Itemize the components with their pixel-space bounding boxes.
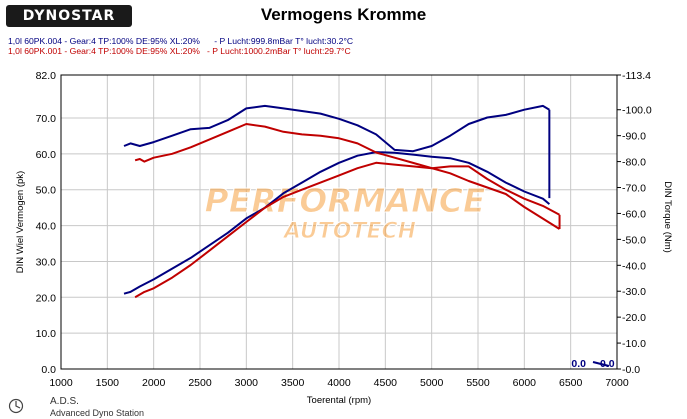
- x-tick-label: 2000: [142, 377, 166, 389]
- run-2-info: 1,0l 60PK.001 - Gear:4 TP:100% DE:95% XL…: [8, 46, 351, 56]
- x-tick-label: 2500: [188, 377, 212, 389]
- x-tick-label: 5000: [420, 377, 444, 389]
- y-tick-label: 50.0: [36, 185, 57, 197]
- series-line-1: [123, 151, 551, 295]
- y-right-tick-label: -70.0: [622, 183, 646, 195]
- watermark-logo: PERFORMANCE AUTOTECH: [204, 181, 486, 245]
- y-tick-label: 20.0: [36, 292, 57, 304]
- y-tick-label: 60.0: [36, 149, 57, 161]
- y-right-tick-label: -20.0: [622, 312, 646, 324]
- x-tick-label: 5500: [466, 377, 490, 389]
- plot-frame: [60, 74, 618, 370]
- y-right-tick-label: -113.4: [622, 70, 651, 82]
- watermark-line-2: AUTOTECH: [282, 219, 416, 244]
- dynostar-logo: DYNOSTAR: [6, 5, 132, 27]
- readout-marker: [592, 361, 610, 367]
- footer-subtitle: Advanced Dyno Station: [50, 408, 145, 418]
- x-tick-label: 7000: [605, 377, 629, 389]
- y-tick-label: 70.0: [36, 113, 57, 125]
- watermark-line-1: PERFORMANCE: [205, 181, 486, 220]
- footer-brand: A.D.S.: [50, 396, 79, 407]
- y-right-tick-label: -50.0: [622, 234, 646, 246]
- y-right-tick-label: -60.0: [622, 208, 646, 220]
- chart-title: Vermogens Kromme: [260, 5, 427, 24]
- y-tick-label: 82.0: [36, 70, 57, 82]
- x-tick-label: 3500: [281, 377, 305, 389]
- readout-left-value: 0.0: [571, 358, 586, 370]
- y-right-tick-label: -100.0: [622, 105, 652, 117]
- y-right-tick-label: -40.0: [622, 260, 646, 272]
- ads-icon: [8, 398, 24, 414]
- x-tick-label: 1000: [49, 377, 73, 389]
- y-right-tick-label: -10.0: [622, 338, 646, 350]
- y-right-tick-label: -0.0: [622, 364, 640, 376]
- run-1-info: 1,0l 60PK.004 - Gear:4 TP:100% DE:95% XL…: [8, 36, 354, 46]
- y-tick-label: 40.0: [36, 221, 57, 233]
- series-line-2: [123, 104, 550, 153]
- y-tick-label: 30.0: [36, 256, 57, 268]
- y-right-tick-label: -30.0: [622, 286, 646, 298]
- y-axis-title: DIN Wiel Vermogen (pk): [15, 171, 26, 273]
- readout-right-value: 0.0: [600, 358, 615, 370]
- y-tick-label: 0.0: [41, 364, 56, 376]
- y-tick-label: 10.0: [36, 328, 57, 340]
- y-right-axis-title: DIN Torque (Nm): [662, 181, 673, 253]
- x-tick-label: 1500: [96, 377, 120, 389]
- x-axis-title: Toerental (rpm): [307, 395, 371, 406]
- x-tick-label: 4500: [374, 377, 398, 389]
- y-right-tick-label: -80.0: [622, 157, 646, 169]
- x-tick-label: 3000: [235, 377, 259, 389]
- x-tick-label: 6000: [513, 377, 537, 389]
- x-tick-label: 4000: [327, 377, 351, 389]
- x-tick-label: 6500: [559, 377, 583, 389]
- series-line-4: [134, 123, 561, 230]
- y-right-tick-label: -90.0: [622, 131, 646, 143]
- series-line-3: [134, 161, 560, 299]
